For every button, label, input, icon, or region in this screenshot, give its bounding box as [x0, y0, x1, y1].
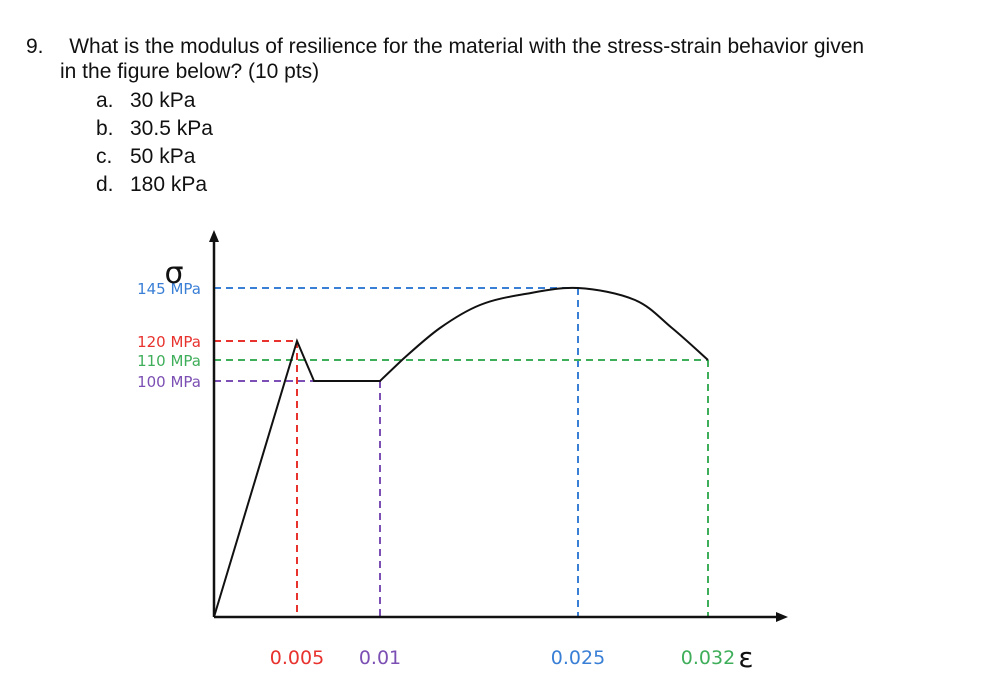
- option-letter: b.: [96, 117, 114, 140]
- x-tick-label-3: 0.032: [681, 647, 735, 669]
- option-d[interactable]: d. 180 kPa: [96, 171, 976, 199]
- stress-strain-curve: [213, 286, 709, 618]
- x-axis-label: ε: [738, 641, 753, 674]
- answer-options: a. 30 kPa b. 30.5 kPa c. 50 kPa d. 180 kPa: [26, 87, 976, 199]
- question-line-1: 9. What is the modulus of resilience for…: [26, 34, 976, 59]
- option-text: 30 kPa: [130, 89, 196, 112]
- y-axis-label: σ: [164, 256, 183, 291]
- y-tick-label-1: 120 MPa: [137, 333, 201, 351]
- question-line-2: in the figure below? (10 pts): [60, 60, 320, 83]
- question-number: 9.: [26, 35, 44, 58]
- option-letter: c.: [96, 145, 113, 168]
- x-axis-arrow-icon: [776, 612, 788, 622]
- option-letter: d.: [96, 173, 114, 196]
- x-tick-label-2: 0.025: [551, 647, 605, 669]
- y-tick-label-2: 110 MPa: [137, 352, 201, 370]
- x-tick-label-0: 0.005: [270, 647, 324, 669]
- y-tick-label-0: 145 MPa: [137, 280, 201, 298]
- y-tick-label-3: 100 MPa: [137, 373, 201, 391]
- option-letter: a.: [96, 89, 114, 112]
- axes: [209, 230, 788, 622]
- x-tick-label-1: 0.01: [359, 647, 401, 669]
- question-block: 9. What is the modulus of resilience for…: [26, 34, 976, 199]
- option-text: 180 kPa: [130, 173, 208, 196]
- option-text: 50 kPa: [130, 145, 196, 168]
- question-text-1: What is the modulus of resilience for th…: [69, 35, 865, 58]
- option-c[interactable]: c. 50 kPa: [96, 143, 976, 171]
- option-a[interactable]: a. 30 kPa: [96, 87, 976, 115]
- option-text: 30.5 kPa: [130, 117, 213, 140]
- option-b[interactable]: b. 30.5 kPa: [96, 115, 976, 143]
- y-axis-arrow-icon: [209, 230, 219, 242]
- guide-lines: [214, 287, 709, 617]
